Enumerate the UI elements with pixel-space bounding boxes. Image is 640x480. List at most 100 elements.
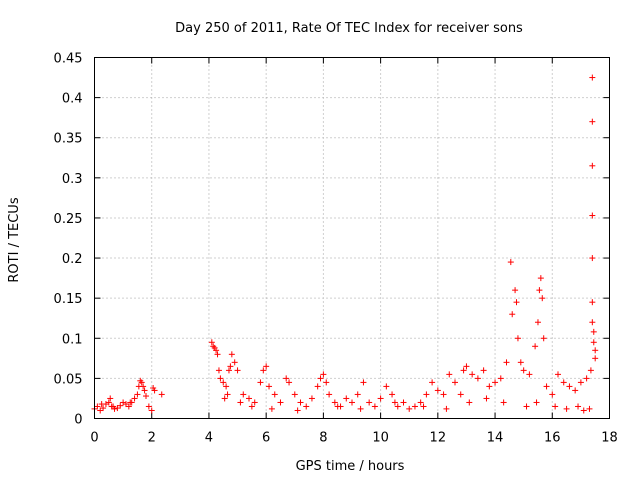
data-point <box>423 391 430 398</box>
data-point <box>158 391 165 398</box>
data-point <box>294 407 301 414</box>
x-tick-label: 14 <box>487 431 504 446</box>
data-point <box>331 399 338 406</box>
data-point <box>94 403 101 410</box>
data-point <box>268 405 275 412</box>
data-point <box>446 371 453 378</box>
data-point <box>549 391 556 398</box>
x-tick-label: 0 <box>90 431 98 446</box>
y-axis-label: ROTI / TECUs <box>7 197 22 282</box>
data-point <box>223 383 230 390</box>
data-point <box>466 399 473 406</box>
data-point <box>227 363 234 370</box>
data-point <box>572 387 579 394</box>
data-point <box>248 403 255 410</box>
x-tick-label: 12 <box>430 431 447 446</box>
data-point <box>483 395 490 402</box>
data-point <box>563 405 570 412</box>
grid-lines <box>94 57 610 419</box>
data-point <box>349 399 355 406</box>
data-point <box>497 375 504 382</box>
data-point <box>251 399 258 406</box>
data-point <box>389 391 396 398</box>
data-point <box>283 375 290 382</box>
data-point <box>429 379 436 386</box>
data-point <box>145 403 152 410</box>
data-point <box>151 387 158 394</box>
data-point <box>443 405 450 412</box>
data-point <box>134 391 141 398</box>
data-point <box>343 395 350 402</box>
data-point <box>592 347 599 354</box>
data-point <box>534 319 541 326</box>
data-point <box>240 391 247 398</box>
data-point <box>320 371 327 378</box>
data-point <box>334 403 341 410</box>
data-point <box>589 319 596 326</box>
data-point <box>127 399 134 406</box>
data-point <box>217 375 224 382</box>
data-point <box>138 379 145 386</box>
data-point <box>354 391 361 398</box>
data-points <box>91 74 599 414</box>
data-point <box>575 403 582 410</box>
data-point <box>141 387 148 394</box>
data-point <box>589 74 596 81</box>
data-point <box>440 391 447 398</box>
data-point <box>117 402 124 409</box>
data-point <box>214 351 221 358</box>
data-point <box>509 311 516 318</box>
y-tick-label: 0.15 <box>54 292 83 307</box>
data-point <box>503 359 510 366</box>
y-tick-label: 0.25 <box>54 212 83 227</box>
data-point <box>469 371 476 378</box>
data-point <box>452 379 458 386</box>
data-point <box>592 355 599 362</box>
data-point <box>539 295 546 302</box>
data-point <box>533 399 540 406</box>
data-point <box>492 379 499 386</box>
data-point <box>394 403 401 410</box>
y-tick-label: 0.35 <box>54 132 83 147</box>
data-point <box>566 383 573 390</box>
data-point <box>589 118 596 125</box>
data-point <box>523 403 530 410</box>
x-tick-label: 6 <box>262 431 270 446</box>
chart-title: Day 250 of 2011, Rate Of TEC Index for r… <box>175 21 523 36</box>
data-point <box>526 371 533 378</box>
y-tick-label: 0.2 <box>62 252 83 267</box>
y-tick-label: 0 <box>74 413 82 428</box>
data-point <box>589 162 596 169</box>
data-point <box>237 399 244 406</box>
data-point <box>131 395 138 402</box>
data-point <box>260 367 267 374</box>
data-point <box>224 391 231 398</box>
data-point <box>589 299 596 306</box>
data-point <box>507 259 514 266</box>
x-tick-label: 16 <box>544 431 561 446</box>
data-point <box>366 399 373 406</box>
data-point <box>140 383 147 390</box>
data-point <box>434 387 441 394</box>
x-tick-label: 18 <box>601 431 618 446</box>
data-point <box>580 407 587 414</box>
data-point <box>308 395 315 402</box>
data-point <box>540 335 547 342</box>
data-point <box>277 399 284 406</box>
data-point <box>297 399 304 406</box>
data-point <box>383 383 390 390</box>
data-point <box>460 367 467 374</box>
data-point <box>148 407 155 414</box>
data-point <box>110 403 117 410</box>
data-point <box>326 391 333 398</box>
data-point <box>411 403 418 410</box>
data-point <box>577 379 584 386</box>
data-point <box>586 405 593 412</box>
data-point <box>371 403 378 410</box>
x-tick-label: 2 <box>148 431 156 446</box>
data-point <box>583 375 590 382</box>
data-point <box>98 401 105 408</box>
data-point <box>231 359 238 366</box>
data-point <box>517 359 524 366</box>
data-point <box>474 375 481 382</box>
